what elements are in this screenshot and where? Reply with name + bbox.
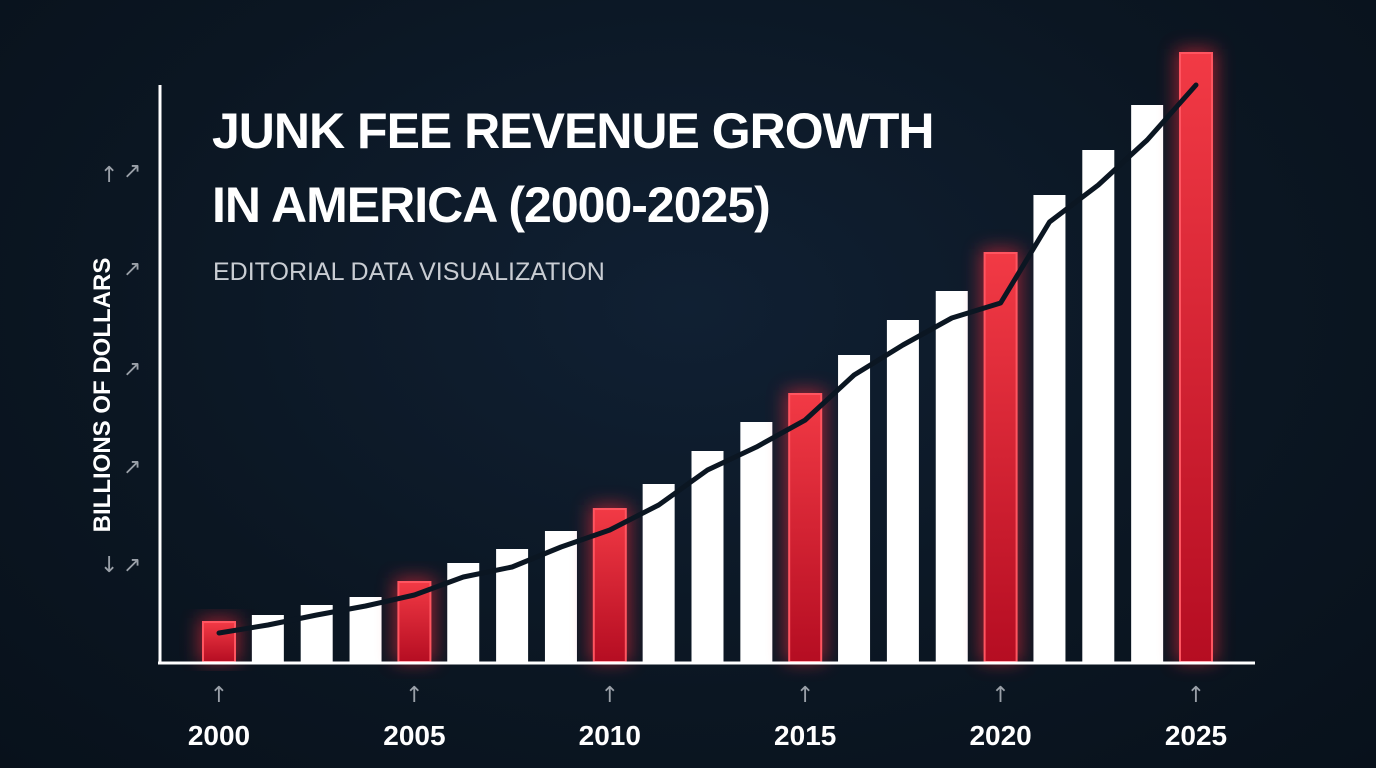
bar — [642, 484, 675, 662]
bar-highlighted — [788, 393, 823, 663]
y-marker-arrow-icon: ↗ — [123, 553, 141, 578]
x-tick-label: 2015 — [774, 720, 836, 751]
x-tick-label: 2005 — [383, 720, 445, 751]
bar — [935, 291, 968, 662]
chart-title-line-2: IN AMERICA (2000-2025) — [212, 177, 770, 233]
tick-arrow-icon: ↑ — [601, 683, 619, 708]
arrow-down-icon: ↓ — [100, 553, 118, 578]
y-marker-arrow-icon: ↗ — [123, 159, 141, 184]
x-tick-label: 2025 — [1165, 720, 1227, 751]
chart-subtitle: EDITORIAL DATA VISUALIZATION — [213, 258, 605, 286]
y-axis-label-group: BILLIONS OF DOLLARS ↑ ↓ — [89, 163, 118, 578]
bar — [740, 422, 773, 662]
bar-highlighted — [983, 252, 1018, 663]
bar — [1033, 195, 1066, 662]
y-marker-arrow-icon: ↗ — [123, 257, 141, 282]
bar — [886, 320, 919, 662]
tick-arrow-icon: ↑ — [1187, 683, 1205, 708]
bar — [1082, 150, 1115, 662]
bar-highlighted — [1179, 52, 1213, 663]
tick-arrow-icon: ↑ — [210, 683, 228, 708]
tick-arrow-icon: ↑ — [991, 683, 1009, 708]
x-tick-label: 2000 — [188, 720, 250, 751]
bar — [838, 355, 871, 662]
bar-highlighted — [202, 621, 236, 663]
bar — [691, 451, 724, 662]
tick-arrow-icon: ↑ — [405, 683, 423, 708]
y-marker-arrow-icon: ↗ — [123, 455, 141, 480]
tick-arrow-icon: ↑ — [796, 683, 814, 708]
chart-title-line-1: JUNK FEE REVENUE GROWTH — [212, 103, 934, 159]
y-marker-arrow-icon: ↗ — [123, 357, 141, 382]
bar — [1131, 105, 1164, 662]
trend-line — [216, 82, 1199, 636]
x-tick-label: 2010 — [579, 720, 641, 751]
arrow-up-icon: ↑ — [100, 163, 118, 188]
y-axis-label: BILLIONS OF DOLLARS — [89, 258, 116, 533]
x-tick-label: 2020 — [969, 720, 1031, 751]
